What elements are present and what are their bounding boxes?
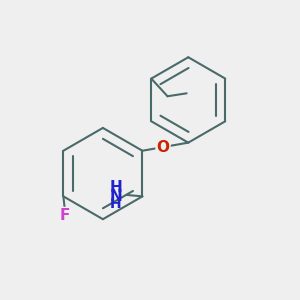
Text: H: H	[110, 197, 122, 211]
Text: H: H	[110, 180, 122, 195]
Text: N: N	[110, 189, 122, 204]
Text: O: O	[157, 140, 169, 154]
Text: F: F	[60, 208, 70, 223]
